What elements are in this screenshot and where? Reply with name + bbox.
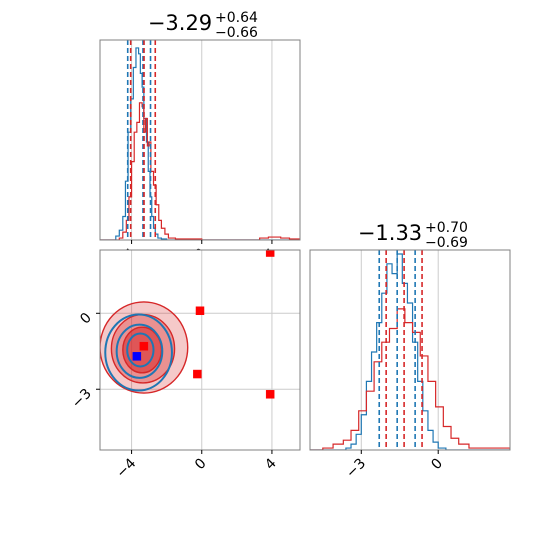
density-contour-5: [126, 332, 155, 368]
panel-title-sup: +0.70: [425, 220, 468, 236]
marker-1: [195, 306, 205, 316]
panel-title: −1.33: [358, 221, 422, 245]
y-tick-label: −3: [69, 386, 95, 412]
bottom-left-2d-panel: −4 0 4 0 −3: [69, 249, 301, 481]
marker-5: [132, 352, 142, 361]
panel-frame: [309, 249, 511, 451]
x-tick-label: 0: [428, 456, 446, 474]
histogram-series-1: [100, 102, 300, 240]
histogram-series-0: [310, 253, 510, 450]
marker-4: [265, 390, 275, 399]
panel-background: [310, 250, 510, 450]
panel-title-sub: −0.69: [425, 235, 468, 251]
top-left-histogram-panel: −404−3.29+0.64−0.66: [99, 10, 301, 271]
panel-title: −3.29: [148, 11, 212, 35]
panel-frame: [99, 39, 301, 241]
marker-3: [193, 369, 202, 379]
marker-0: [265, 250, 275, 257]
panel-plot-area: [100, 40, 300, 240]
marker-2: [139, 341, 149, 351]
bottom-right-histogram-panel: −3 0 −1.33 +0.70−0.69: [309, 220, 511, 482]
panel-frame: [99, 249, 301, 451]
x-tick-label: 4: [262, 455, 280, 473]
x-tick-label: −3: [343, 456, 369, 482]
y-tick-label: 0: [77, 310, 95, 328]
panel-plot-area: [100, 250, 300, 450]
x-tick-label: 0: [192, 456, 210, 474]
x-tick-label: −4: [113, 455, 139, 481]
panel-title-sub: −0.66: [215, 25, 258, 41]
density-contour-3: [104, 313, 173, 392]
density-contour-4: [115, 323, 164, 379]
panel-plot-area: [310, 250, 510, 450]
panel-title-sup: +0.64: [215, 10, 258, 26]
